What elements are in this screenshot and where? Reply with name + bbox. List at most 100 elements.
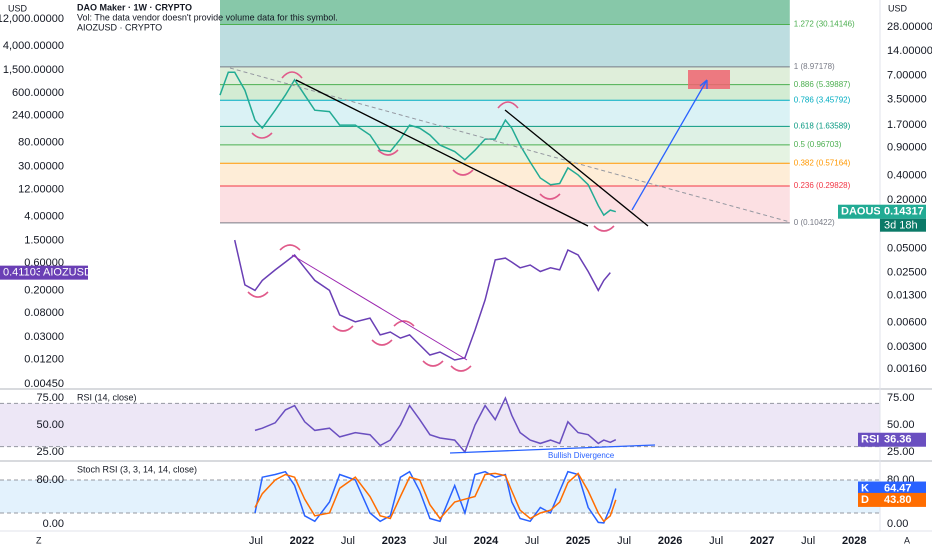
y2-tick-label: 7.00000 <box>887 69 927 81</box>
currency: USD <box>8 3 28 13</box>
name-tag <box>40 265 88 280</box>
name-tag <box>858 432 880 447</box>
y-tick-label: 25.00 <box>887 446 915 458</box>
x-tick-label: Jul <box>617 535 631 547</box>
x-tick-label: 2027 <box>750 535 774 547</box>
y2-tick-label: 3.50000 <box>887 94 927 106</box>
price-tag <box>880 432 926 447</box>
name-tag <box>858 481 880 496</box>
trendline <box>504 109 649 227</box>
fib-label: 0.236 (0.29828) <box>794 181 851 190</box>
compare-symbol: AIOZUSD · CRYPTO <box>77 22 162 32</box>
series-name: K <box>861 482 869 494</box>
y-tick-label: 0.00 <box>43 518 64 530</box>
name-tag <box>838 204 880 219</box>
countdown: 3d 18h <box>884 220 918 232</box>
fib-band <box>220 0 790 25</box>
x-tick-label: 2025 <box>566 535 590 547</box>
y-tick-label: 4.00000 <box>24 210 64 222</box>
x-tick-label: Jul <box>709 535 723 547</box>
fib-label: 0.886 (5.39887) <box>794 80 851 89</box>
y2-tick-label: 0.00300 <box>887 341 927 353</box>
name-tag <box>858 492 880 507</box>
fib-band <box>220 84 790 101</box>
divergence-line <box>449 444 656 454</box>
y2-tick-label: 0.20000 <box>887 194 927 206</box>
pattern-arcs <box>247 71 615 372</box>
symbol: DAO Maker · 1W · CRYPTO <box>77 2 192 12</box>
trendline <box>291 254 468 361</box>
y-tick-label: 75.00 <box>887 392 915 404</box>
fib-label: 0 (0.10422) <box>794 218 835 227</box>
price-tag-value: 0.41103 <box>3 267 42 279</box>
price-tag <box>880 492 926 507</box>
x-tick-label: Jul <box>249 535 263 547</box>
y-tick-label: 12.00000 <box>18 183 64 195</box>
arrow-head <box>699 79 708 89</box>
price-tag <box>880 481 926 496</box>
fib-band <box>220 66 790 85</box>
y-tick-label: 0.08000 <box>24 307 64 319</box>
price-tag <box>0 265 40 280</box>
price-tag-value: 43.80 <box>884 494 912 506</box>
y-tick-label: 80.00 <box>36 474 64 486</box>
x-tick-label: 2022 <box>290 535 314 547</box>
arrow <box>631 79 708 211</box>
countdown-tag <box>880 218 926 232</box>
series-name: DAOUSD <box>841 206 889 218</box>
corner-label: Z <box>36 535 42 545</box>
y2-tick-label: 0.40000 <box>887 170 927 182</box>
x-tick-label: 2023 <box>382 535 406 547</box>
fib-band <box>220 144 790 164</box>
series-line <box>219 71 617 217</box>
y2-tick-label: 0.90000 <box>887 141 927 153</box>
pane-title: RSI (14, close) <box>77 392 137 402</box>
y-tick-label: 50.00 <box>36 419 64 431</box>
y-tick-label: 30.00000 <box>18 161 64 173</box>
y-tick-label: 0.00 <box>887 518 908 530</box>
y-tick-label: 0.03000 <box>24 331 64 343</box>
y2-tick-label: 0.01300 <box>887 290 927 302</box>
x-tick-label: Jul <box>433 535 447 547</box>
y-tick-label: 600.00000 <box>12 87 64 99</box>
fib-band <box>220 163 790 187</box>
y2-tick-label: 1.70000 <box>887 119 927 131</box>
drawings <box>229 67 791 454</box>
target-box <box>688 70 730 89</box>
fib-label: 0.382 (0.57164) <box>794 158 851 167</box>
series-name: AIOZUSD <box>43 267 92 279</box>
y2-tick-label: 28.00000 <box>887 21 932 33</box>
fib-band <box>220 24 790 67</box>
pane-title: Stoch RSI (3, 3, 14, 14, close) <box>77 464 197 474</box>
y-tick-label: 50.00 <box>887 419 915 431</box>
series-line <box>254 470 617 524</box>
y-tick-label: 1,500.00000 <box>3 64 64 76</box>
x-tick-label: Jul <box>801 535 815 547</box>
fib-band <box>220 126 790 145</box>
y2-tick-label: 0.05000 <box>887 242 927 254</box>
y2-tick-label: 0.00600 <box>887 317 927 329</box>
y-tick-label: 0.00450 <box>24 378 64 390</box>
y-tick-label: 80.00000 <box>18 137 64 149</box>
fib-label: 0.5 (0.96703) <box>794 140 842 149</box>
x-tick-label: 2028 <box>842 535 866 547</box>
y-tick-label: 4,000.00000 <box>3 40 64 52</box>
y2-tick-label: 0.02500 <box>887 267 927 279</box>
y-tick-label: 0.01200 <box>24 354 64 366</box>
price-tag <box>880 204 926 219</box>
fib-label: 1.272 (30.14146) <box>794 20 855 29</box>
volume-note: Vol: The data vendor doesn't provide vol… <box>77 12 338 22</box>
fib-label: 0.618 (1.63589) <box>794 122 851 131</box>
x-tick-label: Jul <box>525 535 539 547</box>
y-tick-label: 75.00 <box>36 392 64 404</box>
x-tick-label: Jul <box>341 535 355 547</box>
x-tick-label: 2026 <box>658 535 682 547</box>
band <box>0 479 880 513</box>
series-line <box>254 396 617 454</box>
y2-tick-label: 14.00000 <box>887 45 932 57</box>
fib-label: 0.786 (3.45792) <box>794 95 851 104</box>
y-tick-label: 0.20000 <box>24 284 64 296</box>
currency: USD <box>888 3 908 13</box>
y-tick-label: 12,000.00000 <box>0 13 64 25</box>
